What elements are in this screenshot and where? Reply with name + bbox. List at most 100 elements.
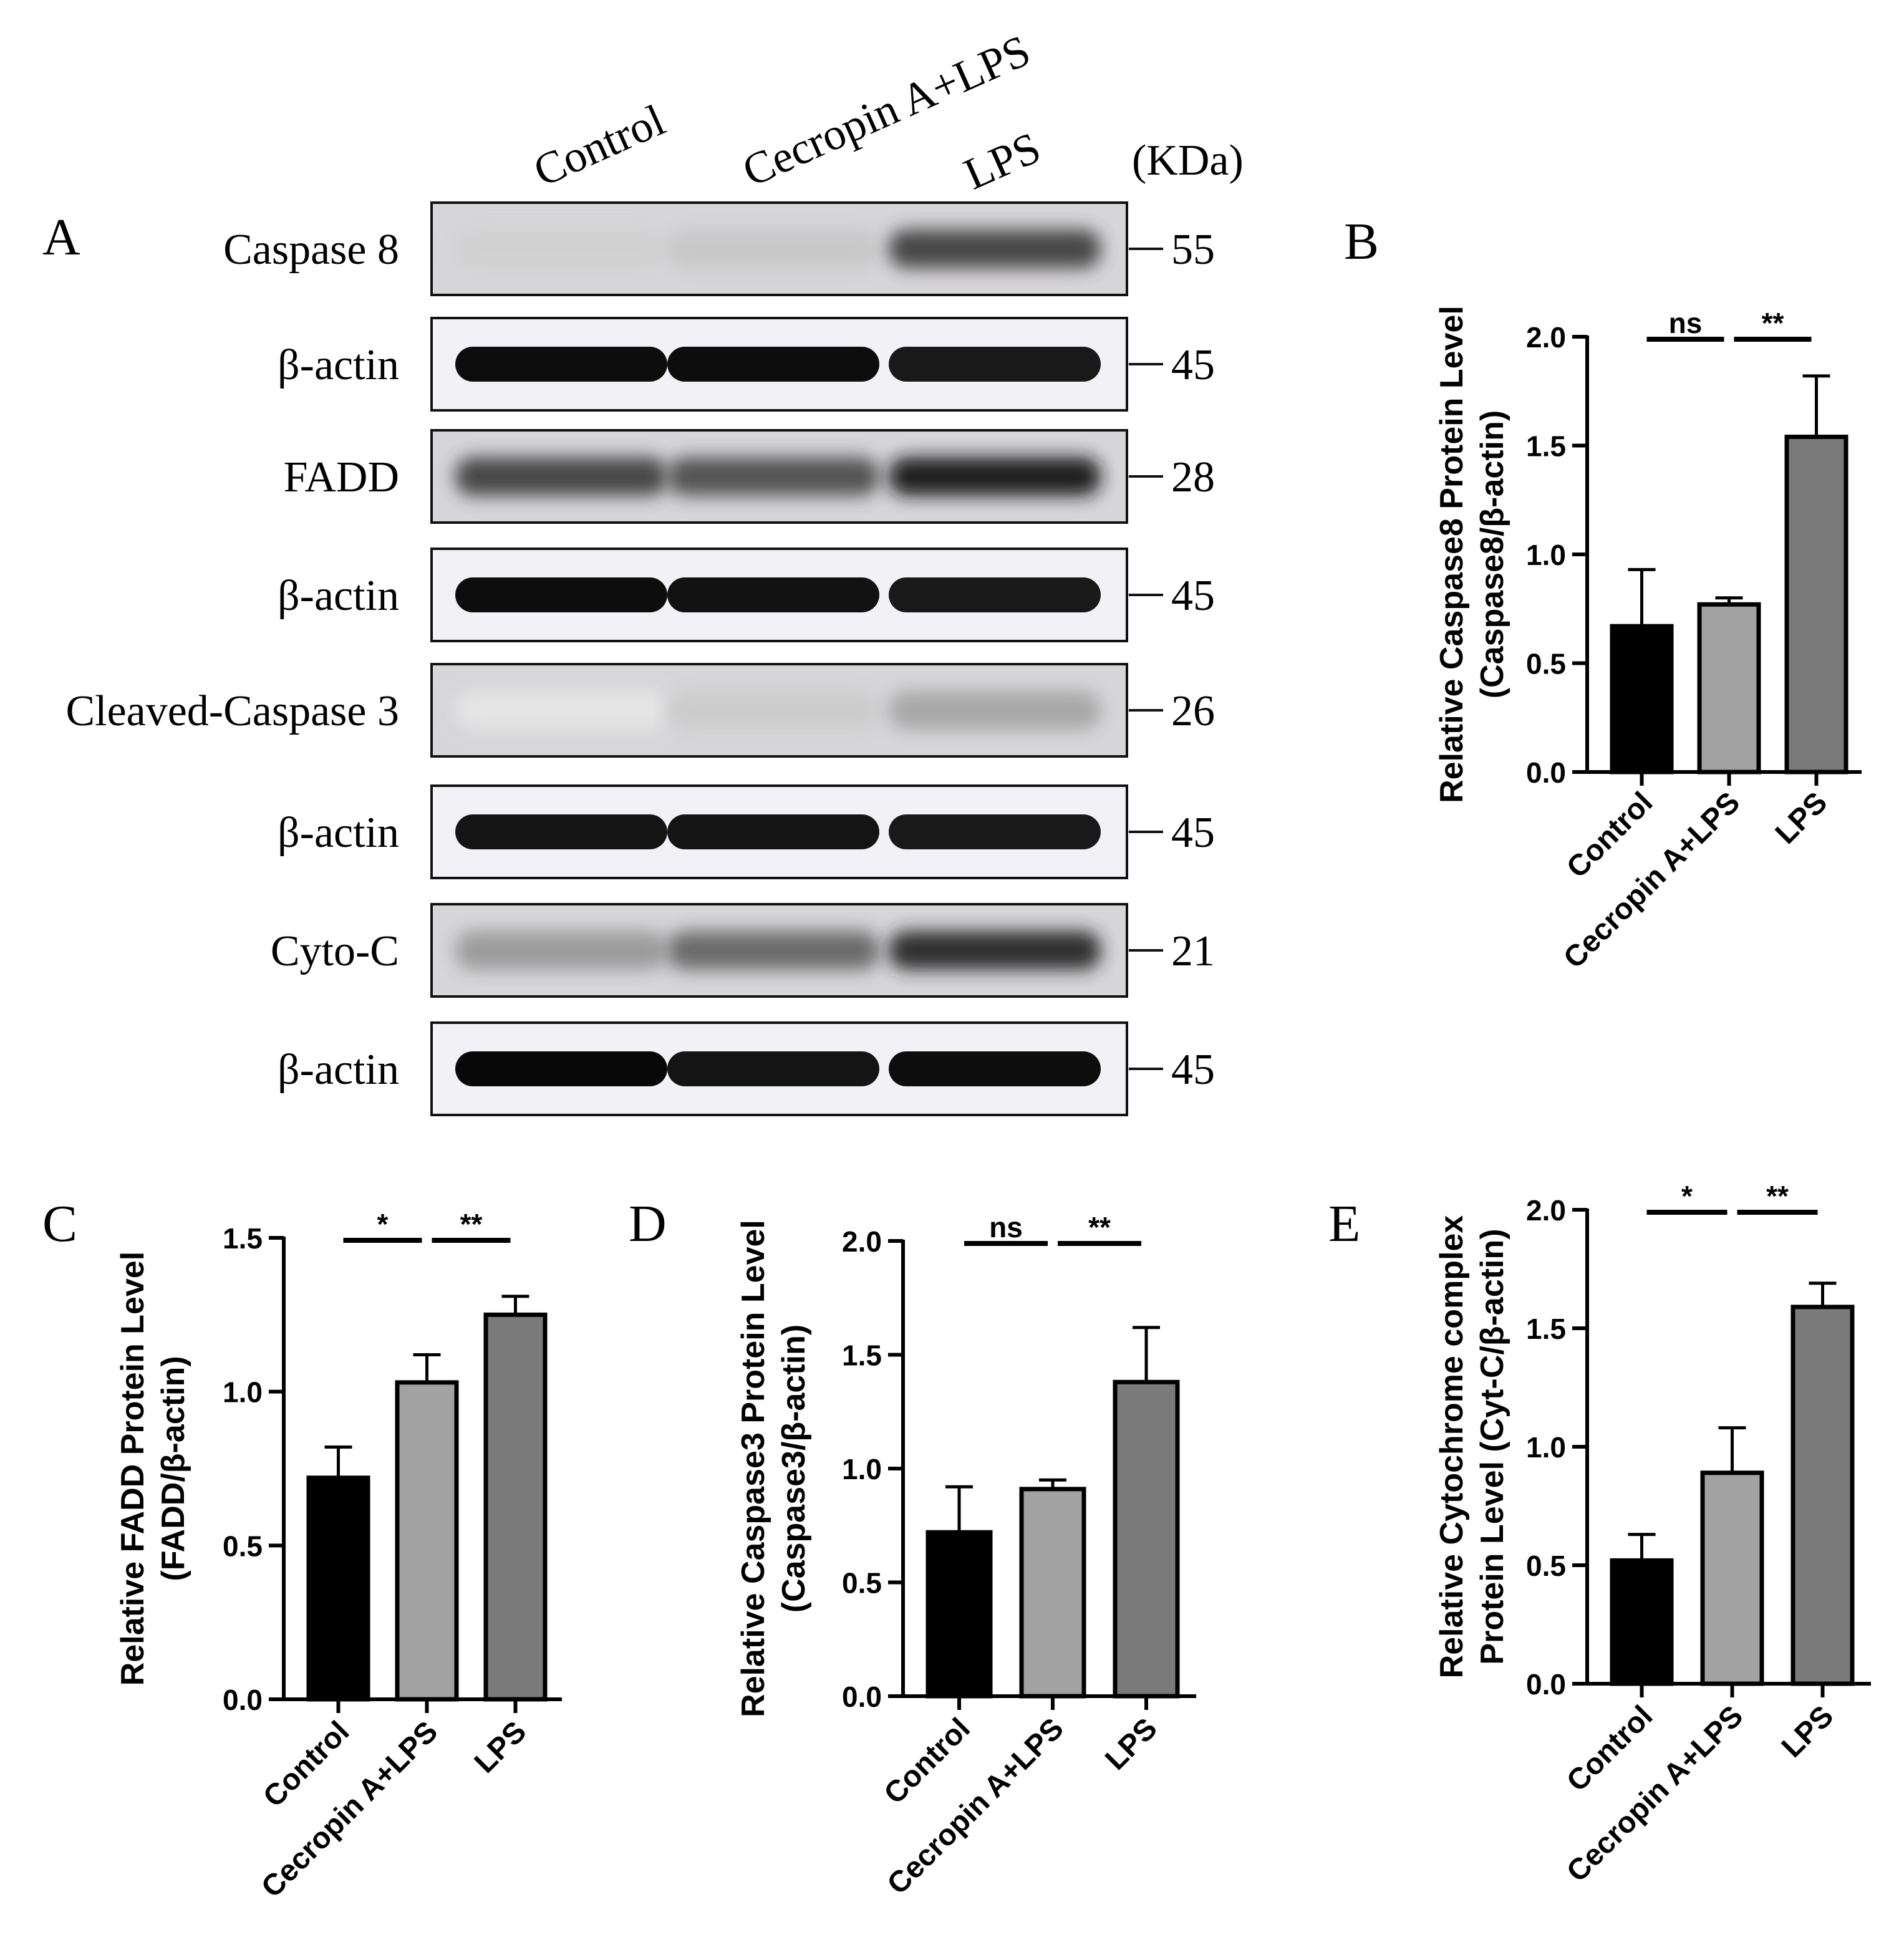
y-tick-label: 2.0 <box>842 1225 882 1258</box>
y-axis-label: Relative Cytochrome complex <box>1434 1215 1470 1679</box>
y-tick-label: 2.0 <box>1526 321 1566 354</box>
y-tick-label: 1.5 <box>1526 430 1566 463</box>
blot-label: β-actin <box>278 341 399 389</box>
blot-band <box>455 1051 667 1086</box>
significance-label: * <box>1681 1180 1693 1212</box>
x-tick-label: LPS <box>1769 786 1834 850</box>
blot-band <box>889 1051 1101 1086</box>
blot-row: Caspase 8 55 <box>223 201 1215 296</box>
y-axis-label: Relative Caspase3 Protein Level <box>735 1220 771 1717</box>
panel-letter: C <box>42 1195 77 1253</box>
x-tick-label: LPS <box>1776 1699 1840 1764</box>
kda-value: 45 <box>1171 341 1215 389</box>
blot-band <box>455 229 667 268</box>
bar <box>483 1312 548 1702</box>
y-tick-label: 2.0 <box>1526 1194 1566 1227</box>
bar <box>1610 1558 1674 1686</box>
blot-row: Cyto-C 21 <box>271 903 1215 998</box>
y-tick-label: 1.0 <box>1526 539 1566 571</box>
bar <box>1697 602 1761 775</box>
significance-label: ** <box>1766 1180 1789 1212</box>
blot-band <box>889 347 1101 382</box>
kda-value: 28 <box>1171 453 1215 501</box>
panel-letter: E <box>1328 1195 1360 1253</box>
kda-value: 21 <box>1171 927 1215 975</box>
y-tick-label: 1.0 <box>1526 1431 1566 1464</box>
blot-band <box>889 931 1101 970</box>
blot-band <box>667 347 879 382</box>
western-blot-panel: A Control Cecropin A+LPS LPS (KDa) Caspa… <box>42 25 1244 1116</box>
bar <box>395 1380 459 1702</box>
significance-label: ** <box>1762 307 1784 339</box>
blot-band <box>889 577 1101 612</box>
blot-band <box>455 691 667 730</box>
y-tick-label: 0.5 <box>1526 1550 1566 1582</box>
blot-row: Cleaved-Caspase 3 26 <box>65 663 1215 758</box>
y-tick-label: 0.0 <box>223 1684 263 1716</box>
x-tick-label: LPS <box>468 1715 533 1779</box>
x-tick-label: LPS <box>1099 1712 1163 1776</box>
y-axis-label: Protein Level (Cyt-C/β-actin) <box>1474 1228 1510 1664</box>
kda-value: 55 <box>1171 226 1215 274</box>
blot-band <box>667 931 879 970</box>
blot-row: β-actin 45 <box>278 1021 1215 1116</box>
y-tick-label: 0.0 <box>1526 1668 1566 1701</box>
bar <box>1700 1470 1764 1686</box>
y-axis-label: (FADD/β-actin) <box>155 1356 191 1581</box>
kda-value: 26 <box>1171 687 1215 735</box>
y-tick-label: 0.5 <box>223 1530 263 1562</box>
blot-row: β-actin 45 <box>278 784 1215 879</box>
lane-label-lps: LPS <box>957 122 1048 200</box>
blot-label: β-actin <box>278 809 399 857</box>
bar <box>306 1475 370 1702</box>
panel-letter: D <box>629 1195 667 1253</box>
x-tick-label: Control <box>878 1712 977 1810</box>
y-tick-label: 0.0 <box>1526 756 1566 789</box>
bar <box>1790 1305 1855 1686</box>
blot-band <box>889 691 1101 730</box>
kda-value: 45 <box>1171 809 1215 857</box>
y-tick-label: 0.5 <box>842 1567 882 1600</box>
blot-band <box>667 1051 879 1086</box>
blot-band <box>455 347 667 382</box>
blot-row: β-actin 45 <box>278 548 1215 642</box>
blot-label: Cleaved-Caspase 3 <box>65 687 399 735</box>
bar <box>1610 624 1674 775</box>
blot-row: FADD 28 <box>284 429 1215 524</box>
caspase8-bar-chart: B Relative Caspase8 Protein Level (Caspase… <box>1344 213 1862 975</box>
significance-label: ** <box>1088 1211 1111 1243</box>
fadd-bar-chart: C Relative FADD Protein Level (FADD/β-acti… <box>42 1195 562 1904</box>
kda-unit-label: (KDa) <box>1132 137 1244 185</box>
blot-label: FADD <box>284 453 399 501</box>
kda-value: 45 <box>1171 1046 1215 1094</box>
blot-band <box>667 814 879 849</box>
bar <box>1113 1379 1180 1699</box>
panel-letter: B <box>1344 213 1379 271</box>
blot-label: β-actin <box>278 572 399 620</box>
blot-band <box>889 814 1101 849</box>
panel-a-letter: A <box>42 208 80 266</box>
blot-band <box>455 931 667 970</box>
y-tick-label: 1.5 <box>1526 1313 1566 1345</box>
y-axis-label: (Caspase3/β-actin) <box>776 1325 812 1613</box>
caspase3-bar-chart: D Relative Caspase3 Protein Level (Caspase… <box>629 1195 1196 1901</box>
y-tick-label: 1.0 <box>842 1453 882 1485</box>
lane-label-control: Control <box>526 95 672 196</box>
blot-band <box>667 457 879 496</box>
y-axis-label: Relative FADD Protein Level <box>115 1252 151 1686</box>
blot-band <box>667 691 879 730</box>
blot-band <box>889 229 1101 268</box>
bar <box>1784 435 1848 775</box>
blot-row: β-actin 45 <box>278 317 1215 412</box>
significance-label: ns <box>989 1211 1023 1243</box>
x-tick-label: Cecropin A+LPS <box>1560 1699 1749 1888</box>
blot-label: Caspase 8 <box>223 226 399 274</box>
y-tick-label: 1.5 <box>842 1339 882 1372</box>
y-axis-label: Relative Caspase8 Protein Level <box>1434 306 1470 803</box>
blot-band <box>455 457 667 496</box>
y-axis-label: (Caspase8/β-actin) <box>1474 410 1510 698</box>
y-tick-label: 0.0 <box>842 1681 882 1713</box>
y-tick-label: 1.0 <box>223 1376 263 1409</box>
blot-band <box>889 457 1101 496</box>
